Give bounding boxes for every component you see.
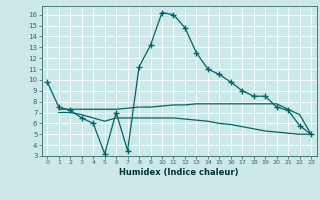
X-axis label: Humidex (Indice chaleur): Humidex (Indice chaleur) [119,168,239,177]
